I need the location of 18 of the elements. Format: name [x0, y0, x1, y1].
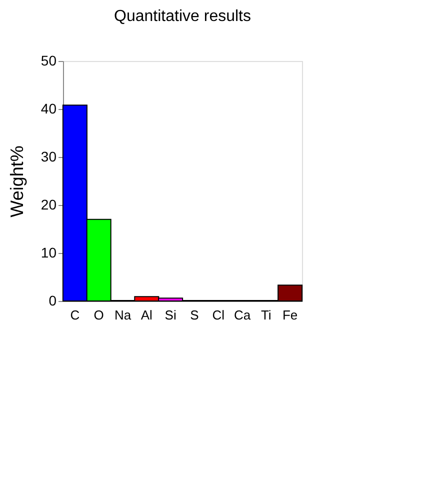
x-tick-label: Cl — [212, 308, 225, 322]
x-tick-label: Si — [164, 308, 176, 322]
x-tick-label: C — [70, 308, 80, 322]
x-tick-label: Al — [140, 308, 153, 322]
x-tick-label: Ti — [260, 308, 272, 322]
x-tick-label: Na — [114, 308, 132, 322]
y-tick-label: 20 — [40, 196, 57, 212]
x-tick-label: S — [190, 308, 200, 322]
y-tick-label: 10 — [40, 244, 57, 260]
y-tick-label: 30 — [40, 148, 57, 164]
x-tick-label: Ca — [234, 308, 252, 322]
chart-title: Quantitative results — [114, 8, 251, 25]
y-axis-title: Weight% — [6, 146, 27, 218]
y-tick-label: 50 — [40, 52, 57, 68]
y-tick-label: 40 — [40, 100, 57, 116]
y-tick-label: 0 — [48, 292, 57, 308]
x-tick-label: O — [94, 308, 104, 322]
x-tick-label: Fe — [282, 308, 298, 322]
